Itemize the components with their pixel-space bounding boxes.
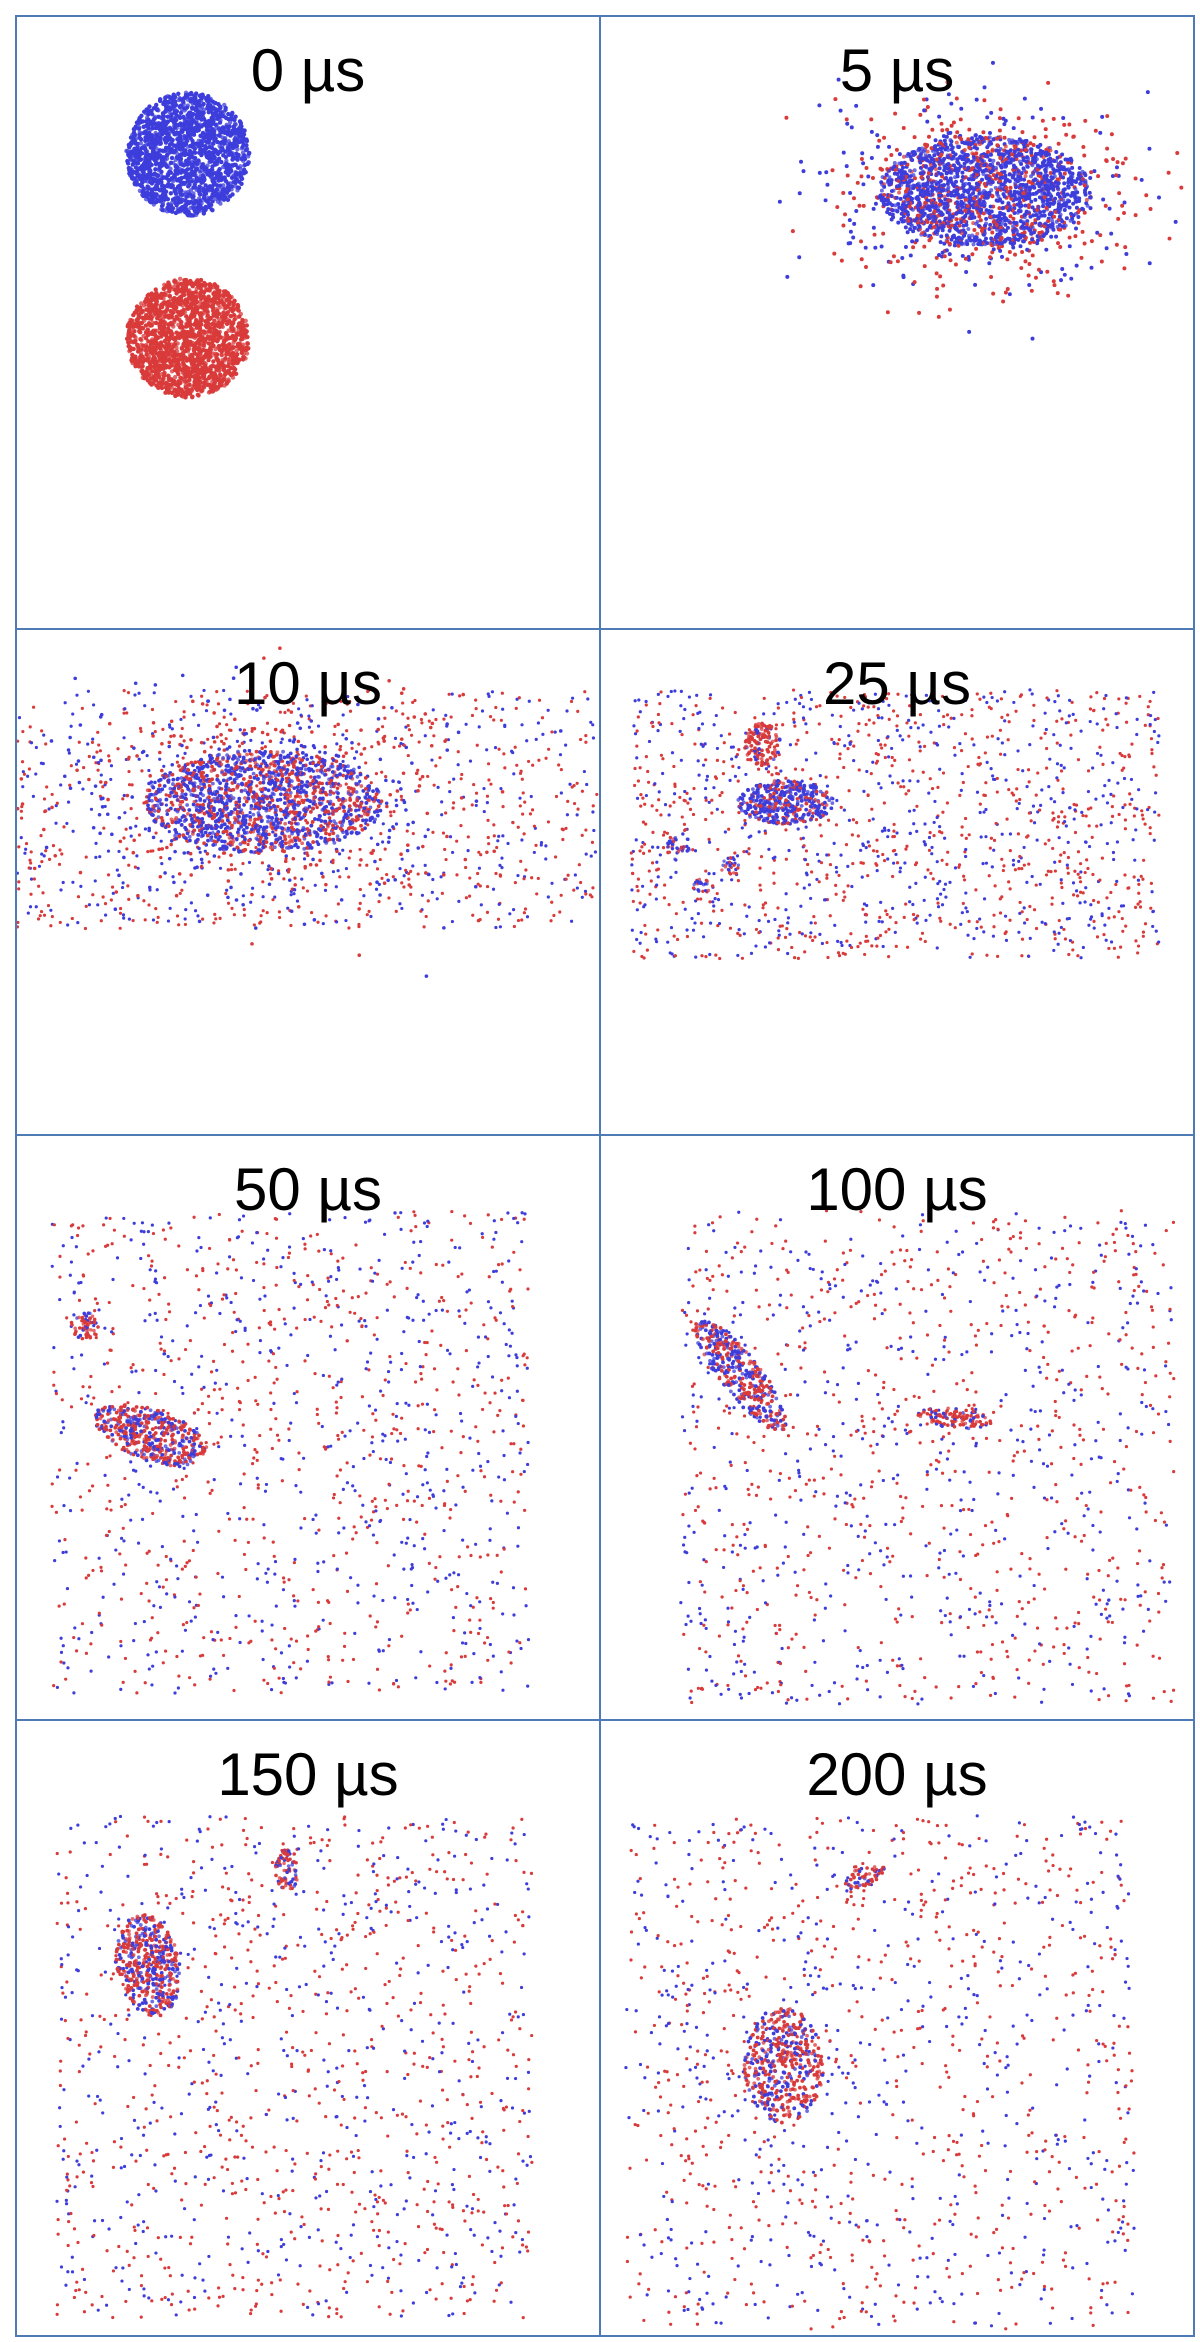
snapshot-image [17,646,599,978]
panel-7: 200 µs [601,1721,1195,2337]
panel-4: 50 µs [15,1136,601,1721]
snapshot-image [629,688,1161,961]
snapshot-image [55,1814,534,2320]
panel-5: 100 µs [601,1136,1195,1721]
panel-0: 0 µs [15,15,601,630]
snapshot-image [777,60,1184,341]
snapshot-image [124,90,252,400]
panel-2: 10 µs [15,630,601,1136]
panel-1: 5 µs [601,15,1195,630]
snapshot-image [679,1209,1176,1706]
simulation-snapshot-grid: 0 µs 5 µs 10 µs 25 µs 50 µs 100 µs 150 µ… [15,15,1195,2337]
snapshot-image [50,1209,531,1695]
snapshot-image [624,1814,1136,2331]
panel-3: 25 µs [601,630,1195,1136]
panel-6: 150 µs [15,1721,601,2337]
